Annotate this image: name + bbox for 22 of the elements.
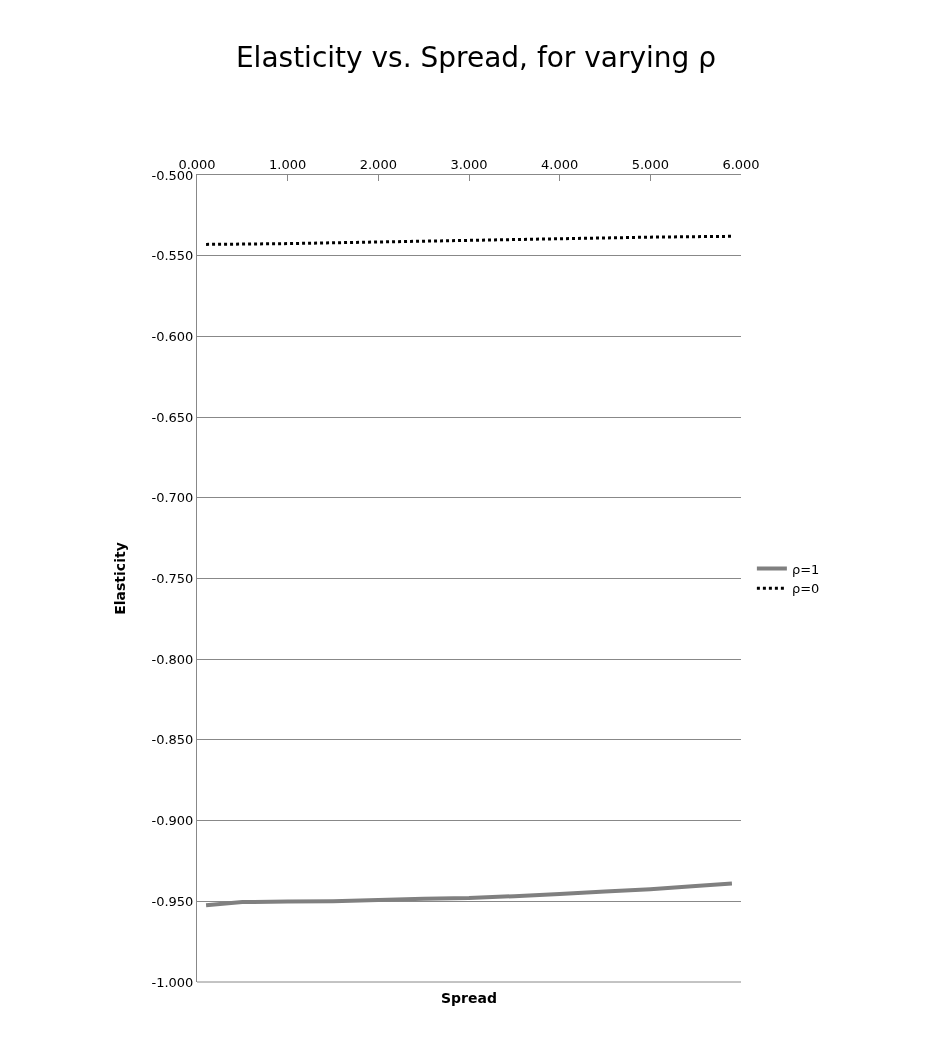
x-tick-label: 4.000 (541, 156, 579, 172)
line-series (204, 234, 734, 246)
x-tick-label: 2.000 (359, 156, 397, 172)
chart-title: Elasticity vs. Spread, for varying ρ (235, 40, 717, 74)
y-tick-label: -0.900 (151, 813, 194, 829)
y-tick-label: -0.850 (151, 732, 194, 748)
y-tick-label: -0.800 (151, 651, 194, 667)
y-tick-label: -1.000 (151, 974, 194, 990)
x-tick-label: 3.000 (450, 156, 488, 172)
y-tick-label: -0.550 (151, 248, 194, 264)
x-axis-title: Spread (441, 990, 497, 1006)
y-tick-label: -0.750 (151, 571, 194, 587)
y-tick-label: -0.950 (151, 893, 194, 909)
x-tick-label: 1.000 (269, 156, 307, 172)
y-tick-label: -0.700 (151, 490, 194, 506)
legend-label: ρ=0 (791, 581, 820, 597)
legend-label: ρ=1 (791, 561, 820, 577)
y-tick-label: -0.600 (151, 328, 194, 344)
y-axis-title: Elasticity (112, 542, 129, 615)
x-tick-label: 5.000 (631, 156, 669, 172)
y-tick-label: -0.650 (151, 409, 194, 425)
x-tick-label: 6.000 (722, 156, 760, 172)
